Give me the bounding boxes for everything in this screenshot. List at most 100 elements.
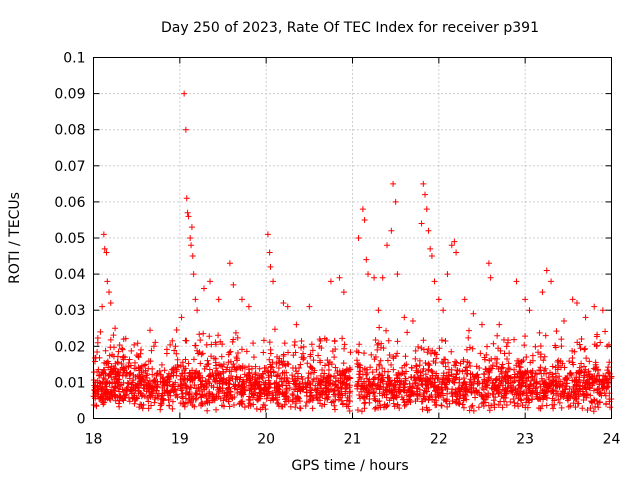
data-point (99, 303, 106, 310)
data-point (246, 393, 253, 400)
data-point (541, 387, 548, 394)
data-point (376, 324, 383, 331)
data-point (227, 358, 234, 365)
data-point (310, 357, 317, 364)
data-point (418, 220, 425, 227)
data-point (265, 372, 272, 379)
data-point (158, 361, 165, 368)
data-point (154, 381, 161, 388)
data-point (603, 401, 610, 408)
data-point (593, 333, 600, 340)
data-point (309, 405, 316, 412)
data-point (283, 398, 290, 405)
data-point (133, 352, 140, 359)
data-point (386, 351, 393, 358)
data-point (318, 345, 325, 352)
data-point (537, 343, 544, 350)
data-point (459, 382, 466, 389)
data-point (573, 299, 580, 306)
data-point (268, 372, 275, 379)
data-point (538, 375, 545, 382)
x-tick-label: 23 (516, 432, 534, 448)
data-point (488, 402, 495, 409)
data-point (428, 380, 435, 387)
data-point (287, 403, 294, 410)
data-point (468, 403, 475, 410)
data-point (384, 402, 391, 409)
data-point (602, 328, 609, 335)
data-point (282, 393, 289, 400)
data-point (188, 224, 195, 231)
data-point (556, 399, 563, 406)
data-point (335, 388, 342, 395)
data-point (246, 369, 253, 376)
data-point (407, 399, 414, 406)
data-point (542, 332, 549, 339)
data-point (545, 376, 552, 383)
data-point (462, 392, 469, 399)
data-point (353, 348, 360, 355)
data-point (275, 357, 282, 364)
data-point (549, 395, 556, 402)
data-point (422, 371, 429, 378)
data-point (120, 389, 127, 396)
data-point (255, 372, 262, 379)
data-point (215, 332, 222, 339)
data-point (121, 392, 128, 399)
data-point (278, 378, 285, 385)
data-point (185, 213, 192, 220)
data-point (400, 384, 407, 391)
data-point (441, 356, 448, 363)
data-point (172, 379, 179, 386)
data-point (338, 384, 345, 391)
y-tick-label: 0.01 (54, 375, 85, 391)
data-point (285, 394, 292, 401)
data-point (325, 361, 332, 368)
data-point (602, 377, 609, 384)
data-point (379, 274, 386, 281)
data-point (121, 365, 128, 372)
data-point (117, 366, 124, 373)
data-point (592, 403, 599, 410)
data-point (346, 398, 353, 405)
data-point (469, 402, 476, 409)
data-point (558, 336, 565, 343)
data-point (144, 370, 151, 377)
data-point (524, 392, 531, 399)
data-point (586, 358, 593, 365)
data-point (220, 369, 227, 376)
data-point (127, 369, 134, 376)
data-point (607, 404, 614, 411)
data-point (587, 385, 594, 392)
data-point (436, 345, 443, 352)
data-point (321, 401, 328, 408)
data-point (445, 359, 452, 366)
data-point (572, 395, 579, 402)
data-point (518, 373, 525, 380)
data-point (394, 350, 401, 357)
data-point (548, 278, 555, 285)
data-point (212, 355, 219, 362)
data-point (456, 367, 463, 374)
data-point (582, 314, 589, 321)
data-point (409, 318, 416, 325)
data-point (371, 356, 378, 363)
data-point (300, 386, 307, 393)
data-point (192, 296, 199, 303)
data-point (94, 368, 101, 375)
data-point (596, 399, 603, 406)
data-point (234, 334, 241, 341)
data-point (195, 350, 202, 357)
data-point (432, 388, 439, 395)
data-point (370, 375, 377, 382)
data-point (500, 336, 507, 343)
data-point (192, 373, 199, 380)
data-point (250, 401, 257, 408)
data-point (190, 356, 197, 363)
data-point (182, 126, 189, 133)
data-point (271, 326, 278, 333)
data-point (537, 396, 544, 403)
data-point (220, 375, 227, 382)
data-point (343, 397, 350, 404)
data-point (250, 354, 257, 361)
